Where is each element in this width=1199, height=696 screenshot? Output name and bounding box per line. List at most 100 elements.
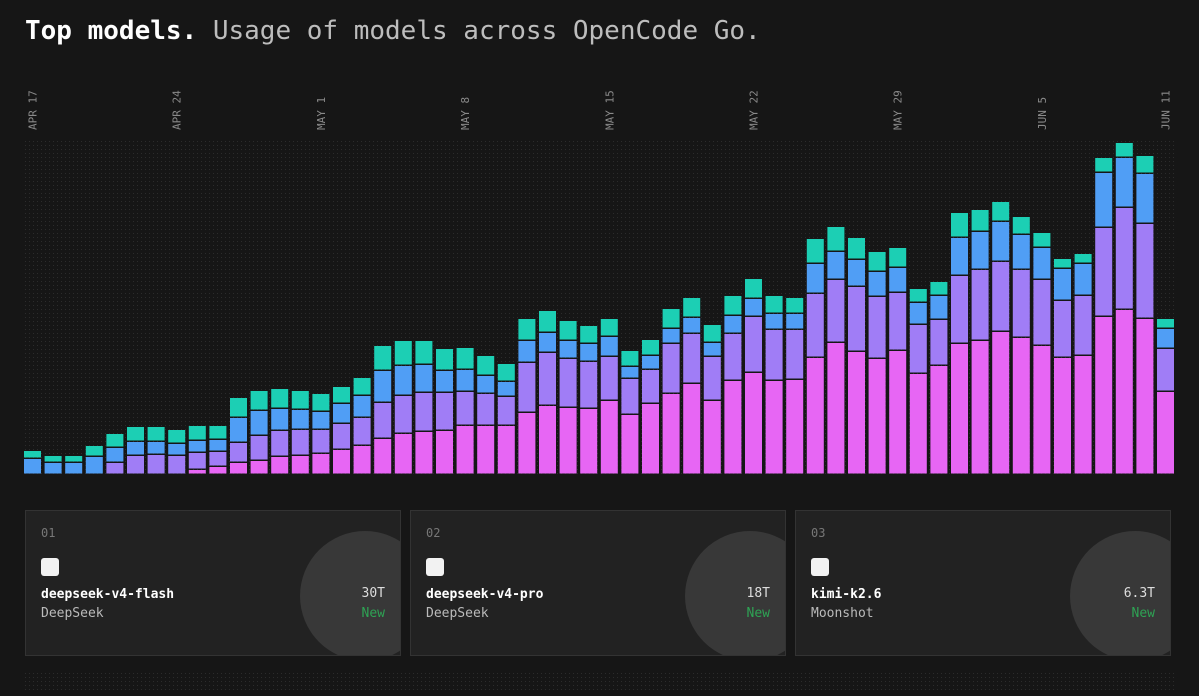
bar-segment: [930, 366, 948, 474]
bar-segment: [456, 370, 474, 391]
bar-segment: [992, 222, 1010, 261]
bar-segment: [868, 252, 886, 271]
rank: 02: [426, 526, 441, 540]
bar-segment: [477, 356, 495, 375]
rank: 01: [41, 526, 56, 540]
bar-segment: [848, 352, 865, 474]
bar-segment: [415, 393, 433, 431]
bar-segment: [436, 371, 453, 392]
bar-segment: [209, 467, 227, 474]
bar-segment: [374, 371, 392, 402]
x-tick-label: APR 17: [27, 90, 40, 130]
bar-segment: [971, 232, 989, 269]
model-card[interactable]: 03 kimi-k2.6 Moonshot 6.3T New: [795, 510, 1171, 656]
bar-segment: [642, 356, 659, 369]
logo-watermark: [685, 531, 785, 655]
bar-segment: [436, 393, 453, 430]
bar-segment: [353, 418, 371, 445]
bar-segment: [209, 440, 227, 451]
bar-segment: [333, 387, 350, 403]
bar-segment: [333, 424, 350, 449]
model-card[interactable]: 02 deepseek-v4-pro DeepSeek 18T New: [410, 510, 786, 656]
x-tick-label: MAY 29: [892, 90, 905, 130]
bar-segment: [1115, 158, 1133, 207]
heading: Top models. Usage of models across OpenC…: [25, 16, 761, 46]
bar-segment: [271, 389, 289, 408]
bar-segment: [559, 408, 577, 474]
bar-segment: [230, 398, 247, 417]
bar-segment: [147, 455, 165, 474]
x-tick-label: JUN 11: [1160, 90, 1173, 130]
bar-segment: [147, 442, 165, 454]
bar-segment: [971, 270, 989, 340]
bar-segment: [889, 268, 907, 292]
bar-segment: [1033, 346, 1051, 474]
bar-segment: [909, 374, 927, 474]
bar-segment: [477, 394, 495, 425]
chart-title: Top models.: [25, 16, 198, 46]
bar-segment: [868, 359, 886, 474]
bar-segment: [1115, 208, 1133, 309]
bar-segment: [497, 364, 515, 381]
bar-segment: [642, 370, 659, 403]
bar-segment: [848, 260, 865, 286]
bar-segment: [1033, 233, 1051, 247]
bar-segment: [250, 461, 268, 474]
bar-segment: [745, 317, 762, 372]
bar-segment: [1074, 264, 1092, 295]
bar-segment: [600, 337, 618, 356]
bar-segment: [889, 248, 907, 267]
bar-segment: [786, 330, 804, 379]
bar-segment: [1136, 224, 1154, 318]
bar-segment: [1115, 310, 1133, 474]
bar-segment: [44, 463, 62, 474]
bar-segment: [497, 426, 515, 474]
bar-segment: [621, 415, 639, 474]
bar-segment: [848, 287, 865, 351]
x-tick-label: MAY 8: [459, 97, 472, 130]
bar-segment: [909, 289, 927, 302]
bar-segment: [580, 362, 598, 408]
bar-segment: [1012, 338, 1030, 474]
bar-segment: [106, 434, 124, 447]
bar-segment: [65, 456, 83, 462]
bar-segment: [806, 294, 824, 357]
bar-segment: [374, 346, 392, 370]
bar-segment: [374, 439, 392, 474]
bar-segment: [1074, 296, 1092, 355]
bar-segment: [868, 297, 886, 358]
bar-segment: [827, 280, 845, 342]
bar-segment: [518, 413, 536, 474]
bar-segment: [1095, 158, 1113, 172]
bar-segment: [1095, 228, 1113, 316]
bar-segment: [889, 293, 907, 350]
bar-segment: [291, 456, 309, 474]
chart-subtitle: Usage of models across OpenCode Go.: [212, 16, 761, 46]
bar-segment: [1012, 235, 1030, 269]
bar-segment: [683, 384, 701, 474]
bar-segment: [1157, 392, 1174, 474]
bar-segment: [703, 401, 721, 474]
bar-segment: [230, 463, 247, 474]
bar-segment: [85, 446, 103, 456]
bar-segment: [65, 463, 83, 474]
bar-segment: [580, 326, 598, 343]
bar-segment: [394, 341, 412, 365]
bar-segment: [353, 396, 371, 417]
bar-segment: [992, 262, 1010, 331]
bar-segment: [333, 404, 350, 423]
bar-segment: [230, 418, 247, 442]
bar-segment: [456, 348, 474, 369]
model-card[interactable]: 01 deepseek-v4-flash DeepSeek 30T New: [25, 510, 401, 656]
bar-segment: [1054, 301, 1071, 357]
bar-segment: [848, 238, 865, 259]
bar-segment: [992, 332, 1010, 474]
bar-segment: [930, 282, 948, 295]
bar-segment: [291, 410, 309, 429]
bar-segment: [415, 365, 433, 392]
bar-segment: [312, 430, 330, 453]
bar-segment: [806, 358, 824, 474]
bar-segment: [786, 298, 804, 313]
bar-segment: [683, 298, 701, 317]
